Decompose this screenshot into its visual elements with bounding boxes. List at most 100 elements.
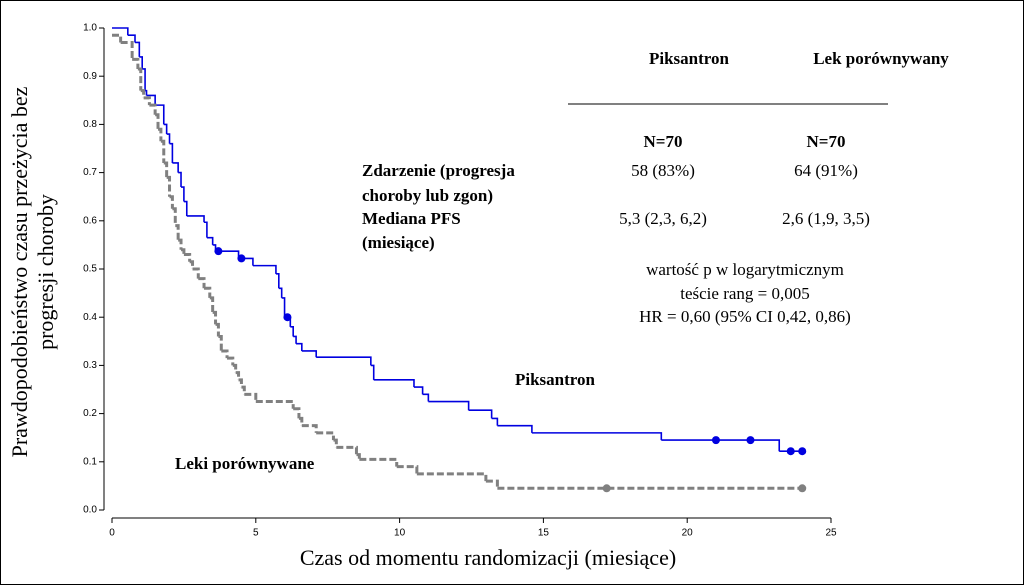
survival-step bbox=[183, 253, 192, 262]
survival-step bbox=[169, 195, 174, 209]
survival-step bbox=[139, 56, 143, 69]
series-label: Leki porównywane bbox=[175, 454, 315, 473]
survival-step bbox=[172, 207, 177, 226]
survival-step bbox=[172, 162, 179, 173]
table-cell: 2,6 (1,9, 3,5) bbox=[782, 209, 870, 228]
survival-step bbox=[373, 379, 415, 388]
survival-step bbox=[298, 416, 304, 426]
x-tick-label: 25 bbox=[825, 528, 837, 539]
row-label: (miesiące) bbox=[362, 233, 435, 252]
survival-step bbox=[186, 215, 205, 223]
survival-step bbox=[661, 439, 781, 452]
x-tick-label: 10 bbox=[394, 528, 406, 539]
survival-step bbox=[281, 297, 286, 318]
survival-step bbox=[238, 378, 243, 388]
censor-mark bbox=[602, 484, 611, 493]
survival-step bbox=[227, 356, 235, 366]
x-tick-label: 15 bbox=[538, 528, 550, 539]
survival-step bbox=[189, 260, 195, 269]
survival-step bbox=[204, 221, 208, 238]
censor-mark bbox=[798, 484, 807, 493]
y-tick-label: 0.6 bbox=[83, 215, 97, 226]
survival-step bbox=[252, 264, 277, 274]
y-tick-label: 0.2 bbox=[83, 408, 97, 419]
survival-step bbox=[215, 322, 220, 337]
table-header: Lek porównywany bbox=[813, 49, 949, 68]
survival-step bbox=[531, 432, 663, 441]
survival-step bbox=[166, 133, 171, 144]
censor-mark bbox=[711, 436, 720, 445]
survival-step bbox=[359, 457, 399, 467]
survival-step bbox=[112, 27, 129, 36]
y-tick-label: 0.4 bbox=[83, 312, 97, 323]
survival-step bbox=[120, 40, 134, 60]
x-tick-label: 20 bbox=[682, 528, 694, 539]
survival-step bbox=[155, 113, 160, 130]
censor-mark bbox=[283, 313, 292, 322]
survival-step bbox=[135, 41, 141, 57]
y-tick-label: 0.0 bbox=[83, 505, 97, 516]
y-tick-label: 0.5 bbox=[83, 264, 97, 275]
survival-step bbox=[293, 335, 297, 344]
survival-step bbox=[290, 326, 294, 337]
survival-step bbox=[316, 356, 372, 366]
table-n: N=70 bbox=[644, 132, 683, 151]
censor-mark bbox=[786, 447, 795, 456]
survival-step bbox=[192, 267, 200, 279]
survival-step bbox=[316, 431, 335, 441]
survival-step bbox=[485, 479, 499, 489]
row-label: choroby lub zgon) bbox=[362, 186, 493, 205]
survival-step bbox=[155, 104, 165, 125]
survival-step bbox=[142, 68, 146, 91]
survival-step bbox=[212, 310, 218, 325]
annotation: teście rang = 0,005 bbox=[680, 284, 810, 303]
table-cell: 64 (91%) bbox=[794, 161, 858, 180]
annotation: HR = 0,60 (95% CI 0,42, 0,86) bbox=[639, 307, 851, 326]
survival-step bbox=[497, 424, 533, 433]
survival-step bbox=[333, 438, 338, 448]
survival-step bbox=[198, 277, 206, 289]
table-header: Piksantron bbox=[649, 49, 730, 68]
censor-mark bbox=[237, 254, 246, 263]
survival-step bbox=[301, 424, 318, 433]
y-tick-label: 1.0 bbox=[83, 23, 97, 34]
x-tick-label: 0 bbox=[109, 528, 115, 539]
y-tick-label: 0.3 bbox=[83, 360, 97, 371]
x-axis-title: Czas od momentu randomizacji (miesiące) bbox=[300, 545, 676, 570]
survival-step bbox=[137, 67, 143, 91]
series-label: Piksantron bbox=[515, 370, 596, 389]
y-tick-label: 0.9 bbox=[83, 71, 97, 82]
survival-step bbox=[336, 445, 358, 455]
survival-step bbox=[235, 371, 241, 380]
survival-step bbox=[209, 296, 215, 313]
survival-step bbox=[127, 34, 136, 43]
survival-step bbox=[175, 224, 180, 241]
survival-step bbox=[221, 349, 229, 359]
survival-step bbox=[143, 96, 151, 106]
survival-step bbox=[218, 334, 223, 351]
survival-step bbox=[149, 103, 157, 115]
survival-step bbox=[278, 287, 283, 298]
survival-step bbox=[181, 248, 186, 255]
y-axis-title: Prawdopodobieństwo czasu przeżycia bez bbox=[7, 86, 32, 457]
censor-mark bbox=[746, 436, 755, 445]
survival-step bbox=[183, 200, 188, 216]
censor-mark bbox=[214, 247, 223, 256]
survival-step bbox=[166, 175, 172, 197]
survival-step bbox=[158, 127, 163, 142]
survival-step bbox=[396, 465, 419, 474]
survival-step bbox=[370, 364, 375, 380]
survival-step bbox=[293, 407, 301, 419]
survival-step bbox=[428, 400, 470, 411]
survival-step bbox=[241, 385, 246, 395]
survival-step bbox=[413, 386, 424, 395]
survival-step bbox=[416, 472, 488, 482]
survival-step bbox=[275, 273, 280, 289]
survival-step bbox=[163, 123, 168, 135]
survival-step bbox=[232, 363, 238, 373]
survival-step bbox=[112, 33, 123, 43]
survival-step bbox=[160, 139, 166, 163]
survival-step bbox=[178, 238, 183, 250]
survival-step bbox=[206, 236, 214, 245]
